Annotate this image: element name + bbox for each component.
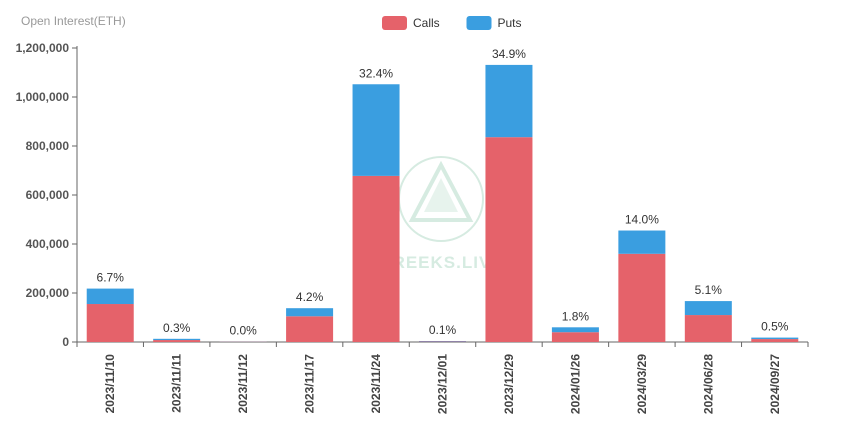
legend: Calls Puts (382, 16, 522, 30)
bar-puts-2023-12-29[interactable] (485, 64, 533, 138)
bar-calls-2023-11-17[interactable] (286, 316, 334, 342)
y-tick-label: 1,200,000 (16, 41, 70, 55)
bar-percent-label: 1.8% (562, 309, 590, 323)
data-labels: 6.7% 2023/11/10 0.3% 2023/11/11 0.0% 2023/11/… (97, 47, 789, 414)
bar-percent-label: 0.5% (761, 320, 789, 334)
legend-label-calls[interactable]: Calls (413, 16, 440, 30)
bar-puts-2024-06-28[interactable] (684, 301, 732, 316)
bar-puts-2023-11-10[interactable] (86, 288, 134, 305)
bar-puts-2023-11-17[interactable] (286, 308, 334, 317)
y-tick-label: 1,000,000 (16, 90, 70, 104)
bar-puts-2024-01-26[interactable] (551, 327, 599, 333)
x-tick-label: 2023/12/01 (436, 354, 450, 414)
bar-calls-2024-06-28[interactable] (684, 315, 732, 342)
bar-percent-label: 4.2% (296, 290, 324, 304)
watermark-text: GREEKS.LIVE (378, 253, 503, 272)
x-tick-label: 2023/11/24 (369, 354, 383, 414)
bar-puts-2023-11-11[interactable] (153, 338, 201, 341)
bar-puts-2024-09-27[interactable] (751, 337, 799, 340)
bar-calls-2024-03-29[interactable] (618, 253, 666, 342)
legend-swatch-calls[interactable] (382, 16, 407, 30)
bar-percent-label: 0.3% (163, 321, 191, 335)
bar-percent-label: 32.4% (359, 66, 393, 80)
bar-calls-2024-01-26[interactable] (551, 332, 599, 342)
bar-puts-2024-03-29[interactable] (618, 230, 666, 254)
bar-calls-2023-11-11[interactable] (153, 340, 201, 342)
y-tick-label: 800,000 (26, 139, 70, 153)
x-tick-label: 2023/12/29 (502, 354, 516, 414)
greeks-live-watermark: GREEKS.LIVE (378, 156, 503, 272)
y-tick-label: 0 (62, 335, 69, 349)
bars (86, 64, 799, 342)
bar-percent-label: 0.1% (429, 323, 457, 337)
y-tick-label: 200,000 (26, 286, 70, 300)
bar-calls-2023-12-29[interactable] (485, 137, 533, 342)
y-tick-label: 600,000 (26, 188, 70, 202)
y-axis-title: Open Interest(ETH) (21, 14, 126, 28)
bar-percent-label: 0.0% (229, 324, 257, 338)
bar-calls-2023-11-10[interactable] (86, 304, 134, 342)
x-tick-label: 2023/11/17 (303, 354, 317, 414)
bar-calls-2024-09-27[interactable] (751, 339, 799, 342)
bar-percent-label: 14.0% (625, 213, 659, 227)
x-tick-label: 2024/09/27 (768, 354, 782, 414)
watermark-triangle-icon (408, 160, 474, 222)
legend-label-puts[interactable]: Puts (498, 16, 522, 30)
x-tick-label: 2024/01/26 (568, 354, 582, 414)
x-tick-label: 2023/11/12 (236, 354, 250, 414)
bar-percent-label: 34.9% (492, 47, 526, 61)
x-tick-label: 2023/11/10 (103, 354, 117, 414)
x-tick-label: 2024/06/28 (701, 354, 715, 414)
bar-puts-2023-11-24[interactable] (352, 84, 400, 176)
bar-percent-label: 6.7% (97, 271, 125, 285)
legend-swatch-puts[interactable] (466, 16, 492, 30)
x-tick-label: 2023/11/11 (170, 354, 184, 413)
watermark-triangle-fill-icon (424, 178, 458, 212)
axes: 0 200,000 400,000 600,000 800,000 1,000,000 1,… (16, 41, 809, 349)
y-tick-label: 400,000 (26, 237, 70, 251)
x-tick-label: 2024/03/29 (635, 354, 649, 414)
bar-percent-label: 5.1% (695, 283, 723, 297)
bar-calls-2023-11-24[interactable] (352, 175, 400, 342)
